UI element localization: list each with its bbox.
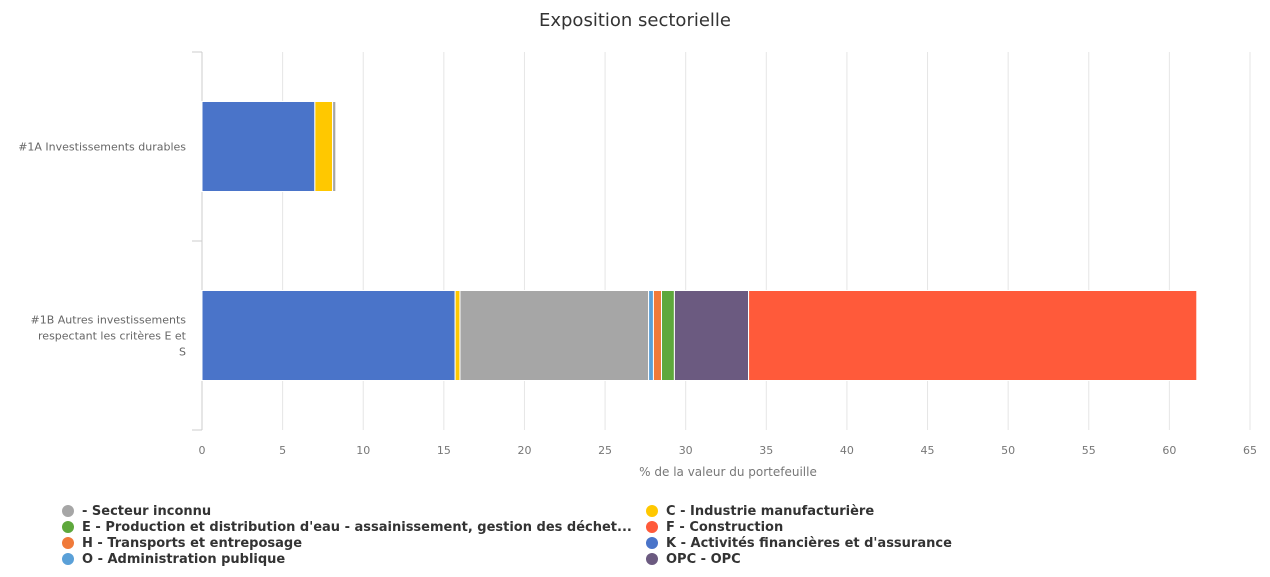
axes: [192, 51, 203, 431]
legend-item[interactable]: E - Production et distribution d'eau - a…: [62, 519, 632, 535]
legend-item[interactable]: C - Industrie manufacturière: [646, 503, 874, 519]
bar-segment: [661, 290, 675, 381]
x-tick-label: 10: [356, 444, 370, 457]
x-tick-label: 45: [921, 444, 935, 457]
bar-segment: [652, 290, 663, 381]
legend-label: E - Production et distribution d'eau - a…: [82, 519, 632, 535]
x-tick-label: 35: [759, 444, 773, 457]
bar-segment: [201, 290, 456, 381]
legend-item[interactable]: OPC - OPC: [646, 551, 741, 567]
x-tick-label: 50: [1001, 444, 1015, 457]
y-category-labels: #1A Investissements durables #1B Autres i…: [18, 141, 186, 359]
x-tick-label: 65: [1243, 444, 1257, 457]
x-tick-label: 20: [517, 444, 531, 457]
y-category-label: #1A Investissements durables: [18, 141, 186, 154]
legend-label: F - Construction: [666, 519, 784, 535]
legend-swatch-icon: [62, 553, 74, 565]
x-tick-label: 15: [437, 444, 451, 457]
legend-item[interactable]: - Secteur inconnu: [62, 503, 211, 519]
bar-segment: [748, 290, 1198, 381]
legend-item[interactable]: O - Administration publique: [62, 551, 285, 567]
legend-swatch-icon: [646, 553, 658, 565]
legend-swatch-icon: [646, 505, 658, 517]
x-tick-label: 30: [679, 444, 693, 457]
x-tick-label: 0: [199, 444, 206, 457]
legend-swatch-icon: [646, 537, 658, 549]
legend-swatch-icon: [62, 521, 74, 533]
legend-label: K - Activités financières et d'assurance: [666, 535, 952, 551]
y-category-label: S: [179, 346, 186, 359]
legend-swatch-icon: [62, 537, 74, 549]
bar-segments: [201, 101, 1198, 381]
x-tick-labels: 0 5 10 15 20 25 30 35 40 45 50 55 60 65: [199, 444, 1258, 457]
legend-label: - Secteur inconnu: [82, 503, 212, 519]
sector-exposure-chart: Exposition sectorielle 0 5 10 15 20 25 30 35 40 4…: [18, 10, 1258, 479]
x-tick-label: 55: [1082, 444, 1096, 457]
legend-item[interactable]: H - Transports et entreposage: [62, 535, 302, 551]
x-tick-label: 5: [279, 444, 286, 457]
x-tick-label: 40: [840, 444, 854, 457]
x-tick-label: 25: [598, 444, 612, 457]
bar-segment: [314, 101, 334, 192]
legend-item[interactable]: K - Activités financières et d'assurance: [646, 535, 952, 551]
chart-title: Exposition sectorielle: [539, 10, 731, 31]
bar-segment: [201, 101, 316, 192]
bar-segment: [332, 101, 337, 192]
bar-segment: [459, 290, 650, 381]
y-category-label: respectant les critères E et: [38, 330, 187, 343]
x-axis-label: % de la valeur du portefeuille: [639, 465, 817, 479]
legend-label: H - Transports et entreposage: [82, 535, 303, 551]
bar-segment: [454, 290, 461, 381]
legend-swatch-icon: [646, 521, 658, 533]
legend-item[interactable]: F - Construction: [646, 519, 783, 535]
x-tick-label: 60: [1162, 444, 1176, 457]
legend-label: O - Administration publique: [82, 551, 286, 567]
y-category-label: #1B Autres investissements: [31, 314, 187, 327]
bar-segment: [648, 290, 654, 381]
legend-label: OPC - OPC: [666, 551, 741, 567]
legend-label: C - Industrie manufacturière: [666, 503, 875, 519]
bar-segment: [673, 290, 750, 381]
legend-swatch-icon: [62, 505, 74, 517]
